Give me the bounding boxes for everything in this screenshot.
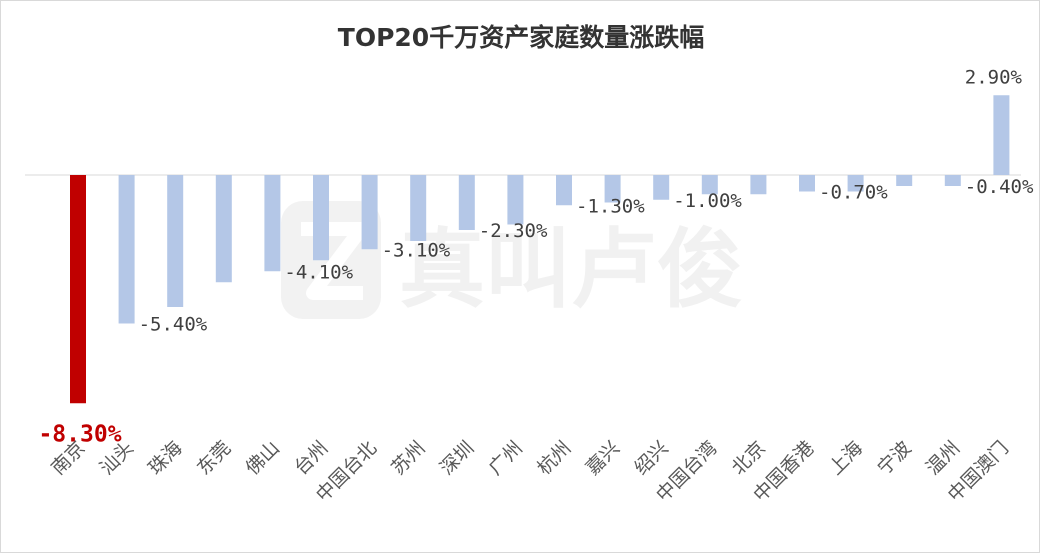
- bar: [410, 175, 427, 241]
- bar: [993, 95, 1010, 175]
- bar: [847, 175, 864, 192]
- data-label: -3.10%: [382, 239, 451, 261]
- category-tick-label: 深圳: [436, 437, 478, 479]
- category-tick-label: 杭州: [533, 437, 575, 479]
- data-label: -1.00%: [673, 190, 742, 212]
- bar: [944, 175, 961, 186]
- bar: [653, 175, 670, 200]
- category-tick-label: 佛山: [241, 437, 283, 479]
- category-tick-label: 宁波: [873, 437, 915, 479]
- category-tick-label: 台州: [290, 437, 332, 479]
- bar: [799, 175, 815, 192]
- bar: [896, 175, 913, 186]
- category-tick-label: 北京: [727, 437, 769, 479]
- data-label: -0.40%: [965, 176, 1034, 198]
- bar: [313, 175, 329, 261]
- data-label: -2.30%: [479, 220, 548, 242]
- data-label: -8.30%: [38, 421, 121, 447]
- category-tick-label: 广州: [484, 437, 526, 479]
- category-tick-label: 苏州: [387, 437, 429, 479]
- data-label: -0.70%: [819, 182, 888, 204]
- z-logo-icon: [281, 201, 381, 319]
- bar: [750, 175, 767, 195]
- category-tick-label: 嘉兴: [582, 437, 624, 479]
- data-label: -5.40%: [139, 314, 208, 336]
- category-tick-label: 绍兴: [630, 437, 672, 479]
- bar: [556, 175, 572, 206]
- data-label: -1.30%: [576, 195, 645, 217]
- category-tick-label: 温州: [922, 437, 964, 479]
- watermark-text: 真叫卢俊: [399, 220, 743, 320]
- bar: [167, 175, 184, 307]
- category-tick-label: 东莞: [193, 437, 235, 479]
- bar: [70, 175, 86, 404]
- category-tick-label: 上海: [825, 437, 867, 479]
- bar: [264, 175, 281, 272]
- data-label: 2.90%: [965, 66, 1023, 88]
- category-tick-label: 珠海: [144, 437, 186, 479]
- bar: [604, 175, 621, 203]
- data-label: -4.10%: [284, 261, 353, 283]
- watermark: 真叫卢俊: [281, 201, 743, 320]
- bar: [701, 175, 718, 195]
- bar: [118, 175, 135, 324]
- bar: [361, 175, 378, 250]
- chart-title: TOP20千万资产家庭数量涨跌幅: [338, 23, 704, 52]
- bar: [215, 175, 232, 283]
- bar: [507, 175, 524, 225]
- bar: [458, 175, 475, 230]
